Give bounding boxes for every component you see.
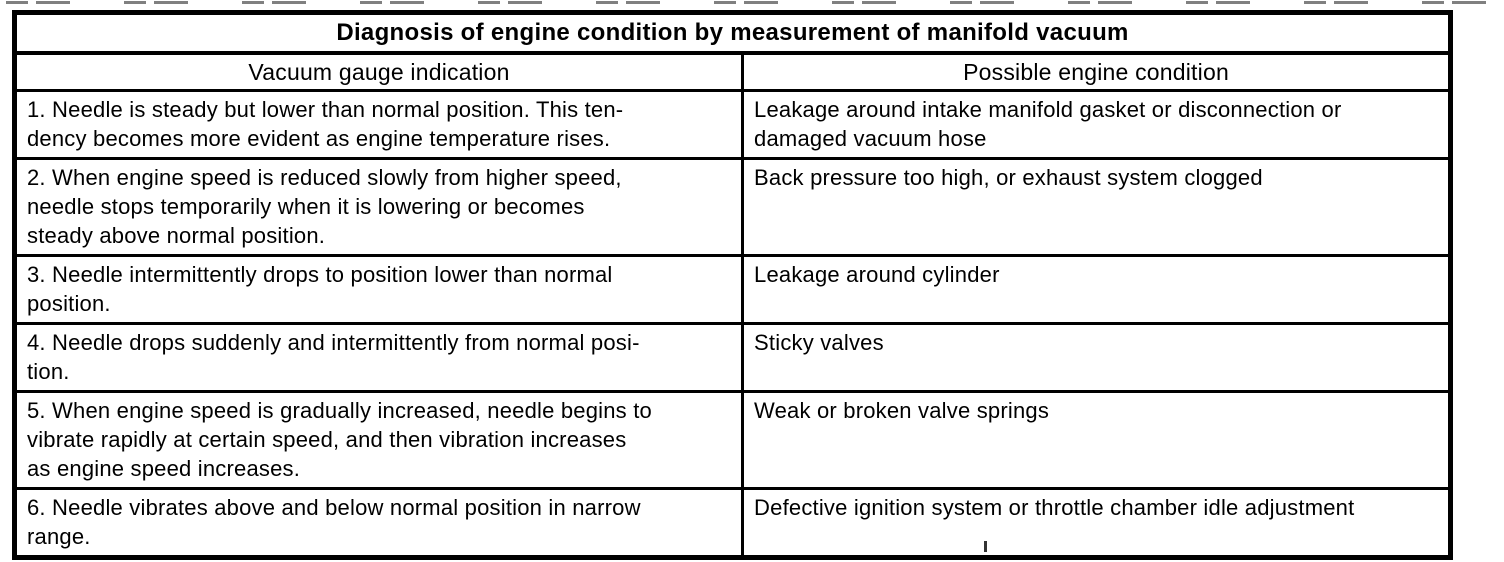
table-title: Diagnosis of engine condition by measure… [12, 10, 1453, 55]
condition-cell: Back pressure too high, or exhaust syste… [741, 157, 1452, 257]
condition-cell: Weak or broken valve springs [741, 390, 1452, 490]
scan-artifact-bottom [984, 541, 987, 552]
condition-cell: Defective ignition system or throttle ch… [741, 487, 1452, 559]
scan-artifact-top [6, 1, 1498, 4]
diagnosis-table: Diagnosis of engine condition by measure… [12, 10, 1453, 560]
indication-cell: 5. When engine speed is gradually increa… [12, 390, 745, 490]
indication-cell: 3. Needle intermittently drops to positi… [12, 254, 745, 325]
title-row: Diagnosis of engine condition by measure… [12, 10, 1453, 55]
table-row: 6. Needle vibrates above and below norma… [12, 487, 1452, 559]
indication-cell: 2. When engine speed is reduced slowly f… [12, 157, 745, 257]
table-row: 2. When engine speed is reduced slowly f… [12, 157, 1452, 257]
condition-cell: Leakage around intake manifold gasket or… [741, 89, 1452, 160]
indication-cell: 6. Needle vibrates above and below norma… [12, 487, 745, 559]
table-row: 4. Needle drops suddenly and intermitten… [12, 322, 1452, 393]
table-row: 1. Needle is steady but lower than norma… [12, 89, 1452, 160]
column-header-possible-engine-condition: Possible engine condition [741, 51, 1452, 92]
condition-cell: Leakage around cylinder [741, 254, 1452, 325]
header-row: Vacuum gauge indication Possible engine … [12, 51, 1452, 92]
indication-cell: 1. Needle is steady but lower than norma… [12, 89, 745, 160]
indication-cell: 4. Needle drops suddenly and intermitten… [12, 322, 745, 393]
condition-cell: Sticky valves [741, 322, 1452, 393]
table-row: 3. Needle intermittently drops to positi… [12, 254, 1452, 325]
table-row: 5. When engine speed is gradually increa… [12, 390, 1452, 490]
column-header-vacuum-gauge-indication: Vacuum gauge indication [12, 51, 745, 92]
diagnosis-table-body: 1. Needle is steady but lower than norma… [12, 89, 1452, 559]
